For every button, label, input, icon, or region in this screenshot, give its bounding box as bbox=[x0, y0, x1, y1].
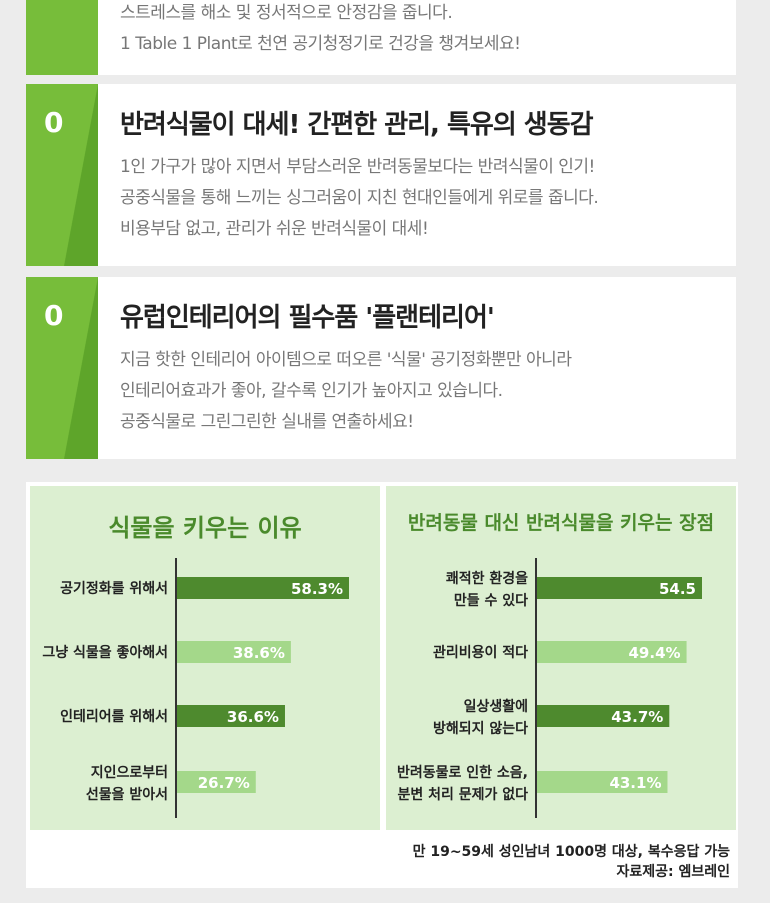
feature-number-badge: 02 bbox=[26, 84, 98, 266]
category-label: 분변 처리 문제가 없다 bbox=[397, 787, 528, 803]
feature-number-badge: 03 bbox=[26, 277, 98, 459]
category-label: 선물을 받아서 bbox=[86, 786, 168, 803]
feature-number-badge bbox=[26, 0, 98, 75]
bar bbox=[537, 771, 668, 793]
feature-body: 스트레스를 해소 및 정서적으로 안정감을 줍니다. 1 Table 1 Pla… bbox=[120, 0, 726, 60]
bar-value-label: 43.7% bbox=[611, 708, 663, 726]
chart-reasons-svg: 58.3% 공기정화를 위해서 38.6% 그냥 식물을 좋아해서 36.6% 인테리어를… bbox=[42, 558, 349, 818]
category-label: 만들 수 있다 bbox=[454, 593, 528, 609]
bar-value-label: 26.7% bbox=[198, 774, 250, 792]
chart-footnote: 만 19~59세 성인남녀 1000명 대상, 복수응답 가능 자료제공: 엠브… bbox=[413, 842, 730, 882]
feature-card-01: 스트레스를 해소 및 정서적으로 안정감을 줍니다. 1 Table 1 Pla… bbox=[26, 0, 736, 75]
feature-body: 1인 가구가 많아 지면서 부담스러운 반려동물보다는 반려식물이 인기! 공중… bbox=[120, 152, 726, 245]
footnote-survey: 만 19~59세 성인남녀 1000명 대상, 복수응답 가능 bbox=[412, 844, 730, 860]
feature-line: 스트레스를 해소 및 정서적으로 안정감을 줍니다. bbox=[120, 3, 453, 23]
feature-line: 지금 핫한 인테리어 아이템으로 떠오른 '식물' 공기정화뿐만 아니라 bbox=[120, 350, 572, 370]
feature-line: 비용부담 없고, 관리가 쉬운 반려식물이 대세! bbox=[120, 219, 429, 239]
bar bbox=[177, 771, 256, 793]
footnote-source: 자료제공: 엠브레인 bbox=[616, 864, 730, 880]
chart-title: 반려동물 대신 반려식물을 키우는 장점 bbox=[407, 512, 715, 534]
bar-value-label: 38.6% bbox=[233, 644, 285, 662]
chart-title: 식물을 키우는 이유 bbox=[108, 514, 302, 542]
bar-value-label: 58.3% bbox=[291, 580, 343, 598]
category-label: 공기정화를 위해서 bbox=[60, 580, 168, 597]
category-label: 관리비용이 적다 bbox=[433, 644, 528, 661]
feature-line: 1 Table 1 Plant로 천연 공기청정기로 건강을 챙겨보세요! bbox=[120, 34, 521, 54]
bar bbox=[177, 577, 349, 599]
feature-line: 공중식물로 그린그린한 실내를 연출하세요! bbox=[120, 412, 414, 432]
category-label: 일상생활에 bbox=[464, 698, 528, 715]
feature-card-02: 02 반려식물이 대세! 간편한 관리, 특유의 생동감 1인 가구가 많아 지… bbox=[26, 84, 736, 266]
bar bbox=[537, 641, 687, 663]
feature-body: 지금 핫한 인테리어 아이템으로 떠오른 '식물' 공기정화뿐만 아니라 인테리… bbox=[120, 345, 726, 438]
category-label: 인테리어를 위해서 bbox=[60, 708, 168, 725]
category-label: 반려동물로 인한 소음, bbox=[397, 764, 528, 781]
bar bbox=[177, 705, 285, 727]
bar bbox=[177, 641, 291, 663]
feature-line: 인테리어효과가 좋아, 갈수록 인기가 높아지고 있습니다. bbox=[120, 381, 503, 401]
feature-card-03: 03 유럽인테리어의 필수품 '플랜테리어' 지금 핫한 인테리어 아이템으로 … bbox=[26, 277, 736, 459]
survey-charts: 식물을 키우는 이유 58.3% 공기정화를 위해서 38.6% 그냥 식물을 좋아해… bbox=[26, 482, 738, 888]
feature-title: 유럽인테리어의 필수품 '플랜테리어' bbox=[120, 303, 495, 333]
category-label: 쾌적한 환경을 bbox=[446, 570, 528, 587]
bar-value-label: 43.1% bbox=[609, 774, 661, 792]
bar bbox=[537, 705, 670, 727]
category-label: 방해되지 않는다 bbox=[433, 720, 528, 737]
feature-title: 반려식물이 대세! 간편한 관리, 특유의 생동감 bbox=[120, 110, 594, 140]
bar-value-label: 36.6% bbox=[227, 708, 279, 726]
bar-value-label: 49.4% bbox=[629, 644, 681, 662]
chart-panel-reasons: 식물을 키우는 이유 58.3% 공기정화를 위해서 38.6% 그냥 식물을 좋아해… bbox=[30, 486, 380, 830]
category-label: 그냥 식물을 좋아해서 bbox=[42, 644, 168, 661]
feature-line: 1인 가구가 많아 지면서 부담스러운 반려동물보다는 반려식물이 인기! bbox=[120, 157, 595, 177]
feature-line: 공중식물을 통해 느끼는 싱그러움이 지친 현대인들에게 위로를 줍니다. bbox=[120, 188, 599, 208]
bar bbox=[537, 577, 702, 599]
category-label: 지인으로부터 bbox=[91, 764, 168, 781]
bar-value-label: 54.5 bbox=[659, 580, 696, 598]
